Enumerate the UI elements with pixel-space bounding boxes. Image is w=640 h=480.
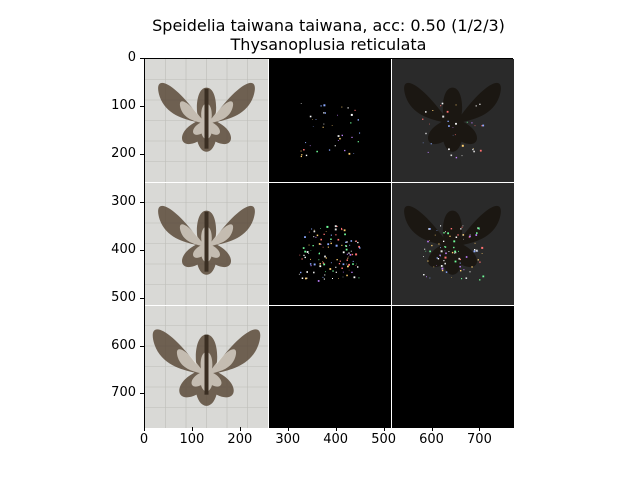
tile-separator-vertical bbox=[267, 59, 269, 428]
x-axis-tick bbox=[239, 427, 241, 431]
x-axis-tick bbox=[479, 427, 481, 431]
tile-moth-sample-1-masked-original bbox=[391, 59, 514, 182]
tile-moth-sample-3-saliency-mask bbox=[268, 305, 391, 428]
x-axis-tick bbox=[383, 427, 385, 431]
y-axis-tick-label: 400 bbox=[111, 241, 136, 257]
x-axis-tick-label: 200 bbox=[227, 432, 253, 447]
figure-title-line-2: Thysanoplusia reticulata bbox=[230, 35, 427, 54]
x-axis-tick bbox=[144, 427, 145, 431]
tile-moth-sample-2-masked-original bbox=[391, 182, 514, 305]
y-axis-tick-label: 500 bbox=[111, 289, 136, 305]
figure-title-line-1: Speidelia taiwana taiwana, acc: 0.50 (1/… bbox=[152, 16, 505, 35]
x-axis-tick bbox=[431, 427, 433, 431]
tile-moth-sample-2-original bbox=[145, 182, 268, 305]
tile-moth-sample-1-saliency-mask bbox=[268, 59, 391, 182]
x-axis-tick bbox=[191, 427, 193, 431]
x-axis-tick-label: 300 bbox=[275, 432, 301, 447]
y-axis-tick-label: 600 bbox=[111, 337, 136, 353]
y-axis-tick bbox=[140, 201, 144, 203]
x-axis-tick-label: 100 bbox=[179, 432, 205, 447]
image-grid-axes bbox=[144, 58, 514, 428]
x-axis-tick bbox=[335, 427, 337, 431]
y-axis-tick-label: 100 bbox=[111, 97, 136, 113]
tile-separator-horizontal bbox=[145, 304, 514, 306]
tile-separator-horizontal bbox=[145, 181, 514, 183]
tile-moth-sample-1-original bbox=[145, 59, 268, 182]
x-axis-tick bbox=[287, 427, 289, 431]
y-axis-tick-label: 700 bbox=[111, 385, 136, 401]
x-axis-tick-label: 0 bbox=[139, 432, 149, 447]
y-axis-tick-label: 0 bbox=[127, 50, 136, 65]
tile-separator-vertical bbox=[390, 59, 392, 428]
y-axis-tick bbox=[140, 153, 144, 155]
tile-moth-sample-3-original bbox=[145, 305, 268, 428]
tile-moth-sample-3-masked-original bbox=[391, 305, 514, 428]
x-axis-tick-label: 700 bbox=[467, 432, 492, 447]
y-axis-tick bbox=[140, 345, 144, 347]
tile-moth-sample-2-saliency-mask bbox=[268, 182, 391, 305]
y-axis-tick bbox=[140, 249, 144, 251]
x-axis-tick-label: 400 bbox=[323, 432, 349, 447]
y-axis-tick bbox=[140, 393, 144, 395]
y-axis-tick bbox=[140, 58, 144, 59]
y-axis-tick bbox=[140, 105, 144, 107]
x-axis-tick-label: 500 bbox=[371, 432, 397, 447]
y-axis-tick-label: 200 bbox=[111, 145, 136, 161]
y-axis-tick-label: 300 bbox=[111, 193, 136, 209]
x-axis-tick-label: 600 bbox=[419, 432, 444, 447]
y-axis-tick bbox=[140, 297, 144, 299]
